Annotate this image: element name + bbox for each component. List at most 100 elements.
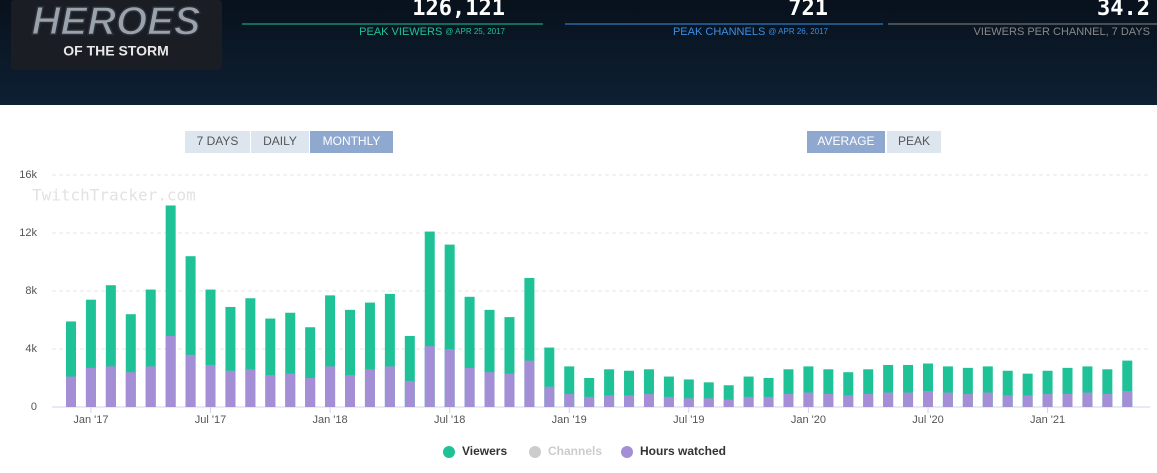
bar [803, 366, 814, 407]
bar [305, 327, 316, 407]
bar [1122, 391, 1133, 407]
y-tick-label: 8k [25, 285, 37, 297]
bar [743, 376, 754, 407]
bar [1082, 392, 1093, 407]
x-tick-label: Jul '17 [195, 414, 226, 426]
bar [883, 392, 894, 407]
legend-marker[interactable] [621, 446, 633, 458]
bar [484, 309, 495, 407]
bar [105, 285, 116, 407]
bar [305, 378, 316, 407]
bar [484, 372, 495, 407]
bar [703, 382, 714, 407]
bar [883, 364, 894, 407]
bar [325, 295, 336, 407]
y-tick-label: 4k [25, 343, 37, 355]
bar [384, 366, 395, 407]
bar [643, 369, 654, 407]
bar [922, 391, 933, 407]
bar [524, 277, 535, 407]
bar [1002, 370, 1013, 407]
bar [743, 396, 754, 407]
x-tick-label: Jan '18 [313, 414, 348, 426]
bar [1122, 360, 1133, 407]
toggle-button[interactable] [251, 131, 309, 153]
logo-box [11, 0, 222, 70]
bar [345, 375, 356, 407]
bar [364, 302, 375, 407]
legend-marker[interactable] [443, 446, 455, 458]
x-tick-label: Jan '21 [1030, 414, 1065, 426]
bar [424, 231, 435, 407]
bar [524, 360, 535, 407]
bar [404, 335, 415, 407]
bar [444, 244, 455, 407]
toggle-button[interactable] [310, 131, 393, 153]
bar [1082, 366, 1093, 407]
bar [783, 393, 794, 407]
x-tick-label: Jan '20 [791, 414, 826, 426]
bar [564, 393, 575, 407]
bar [345, 309, 356, 407]
bar [66, 376, 76, 407]
bar [85, 299, 96, 407]
toggle-button-label: AVERAGE [817, 134, 874, 148]
bar [1042, 393, 1053, 407]
y-tick-label: 16k [19, 169, 37, 181]
bar [962, 393, 973, 407]
bar [863, 393, 874, 407]
bar [285, 373, 296, 407]
stat-date: @ APR 25, 2017 [445, 27, 505, 36]
bar [125, 314, 136, 407]
toggle-button[interactable] [185, 131, 250, 153]
y-tick-label: 0 [31, 401, 37, 413]
toggle-button[interactable] [807, 131, 885, 153]
bar [145, 289, 156, 407]
bar [763, 378, 774, 407]
bar [823, 369, 834, 407]
y-tick-label: 12k [19, 227, 37, 239]
bar [1022, 395, 1033, 407]
bar [464, 296, 475, 407]
bar [105, 366, 116, 407]
bar [604, 395, 615, 407]
bar [384, 293, 395, 407]
legend-label[interactable]: Hours watched [640, 444, 726, 458]
x-tick-label: Jan '19 [552, 414, 587, 426]
bar [245, 298, 256, 407]
bar [225, 370, 236, 407]
stat-label-text: VIEWERS PER CHANNEL, 7 DAYS [974, 26, 1150, 38]
bar [922, 363, 933, 407]
bar [703, 398, 714, 407]
bar [683, 398, 694, 407]
bar [604, 369, 615, 407]
bar [424, 346, 435, 407]
bar [245, 369, 256, 407]
stat-value: 721 [788, 0, 828, 21]
bar [504, 373, 515, 407]
logo-title: HEROES [32, 0, 201, 44]
bar [185, 256, 196, 407]
bar [85, 367, 96, 407]
legend-label[interactable]: Channels [548, 444, 602, 458]
bar [1102, 393, 1113, 407]
bar [962, 367, 973, 407]
stat-label: PEAK VIEWERS @ APR 25, 2017 [359, 26, 505, 38]
toggle-button[interactable] [887, 131, 941, 153]
legend-marker[interactable] [529, 446, 541, 458]
bar [165, 335, 176, 407]
bar [643, 393, 654, 407]
bar [225, 306, 236, 407]
legend-label[interactable]: Viewers [462, 444, 507, 458]
bar [1062, 393, 1073, 407]
bar [1022, 373, 1033, 407]
bar [982, 366, 993, 407]
bar [265, 318, 276, 407]
bar [863, 369, 874, 407]
bar [663, 376, 674, 407]
bar [1102, 369, 1113, 407]
bar [843, 395, 854, 407]
bar [165, 205, 176, 407]
bar [803, 392, 814, 407]
